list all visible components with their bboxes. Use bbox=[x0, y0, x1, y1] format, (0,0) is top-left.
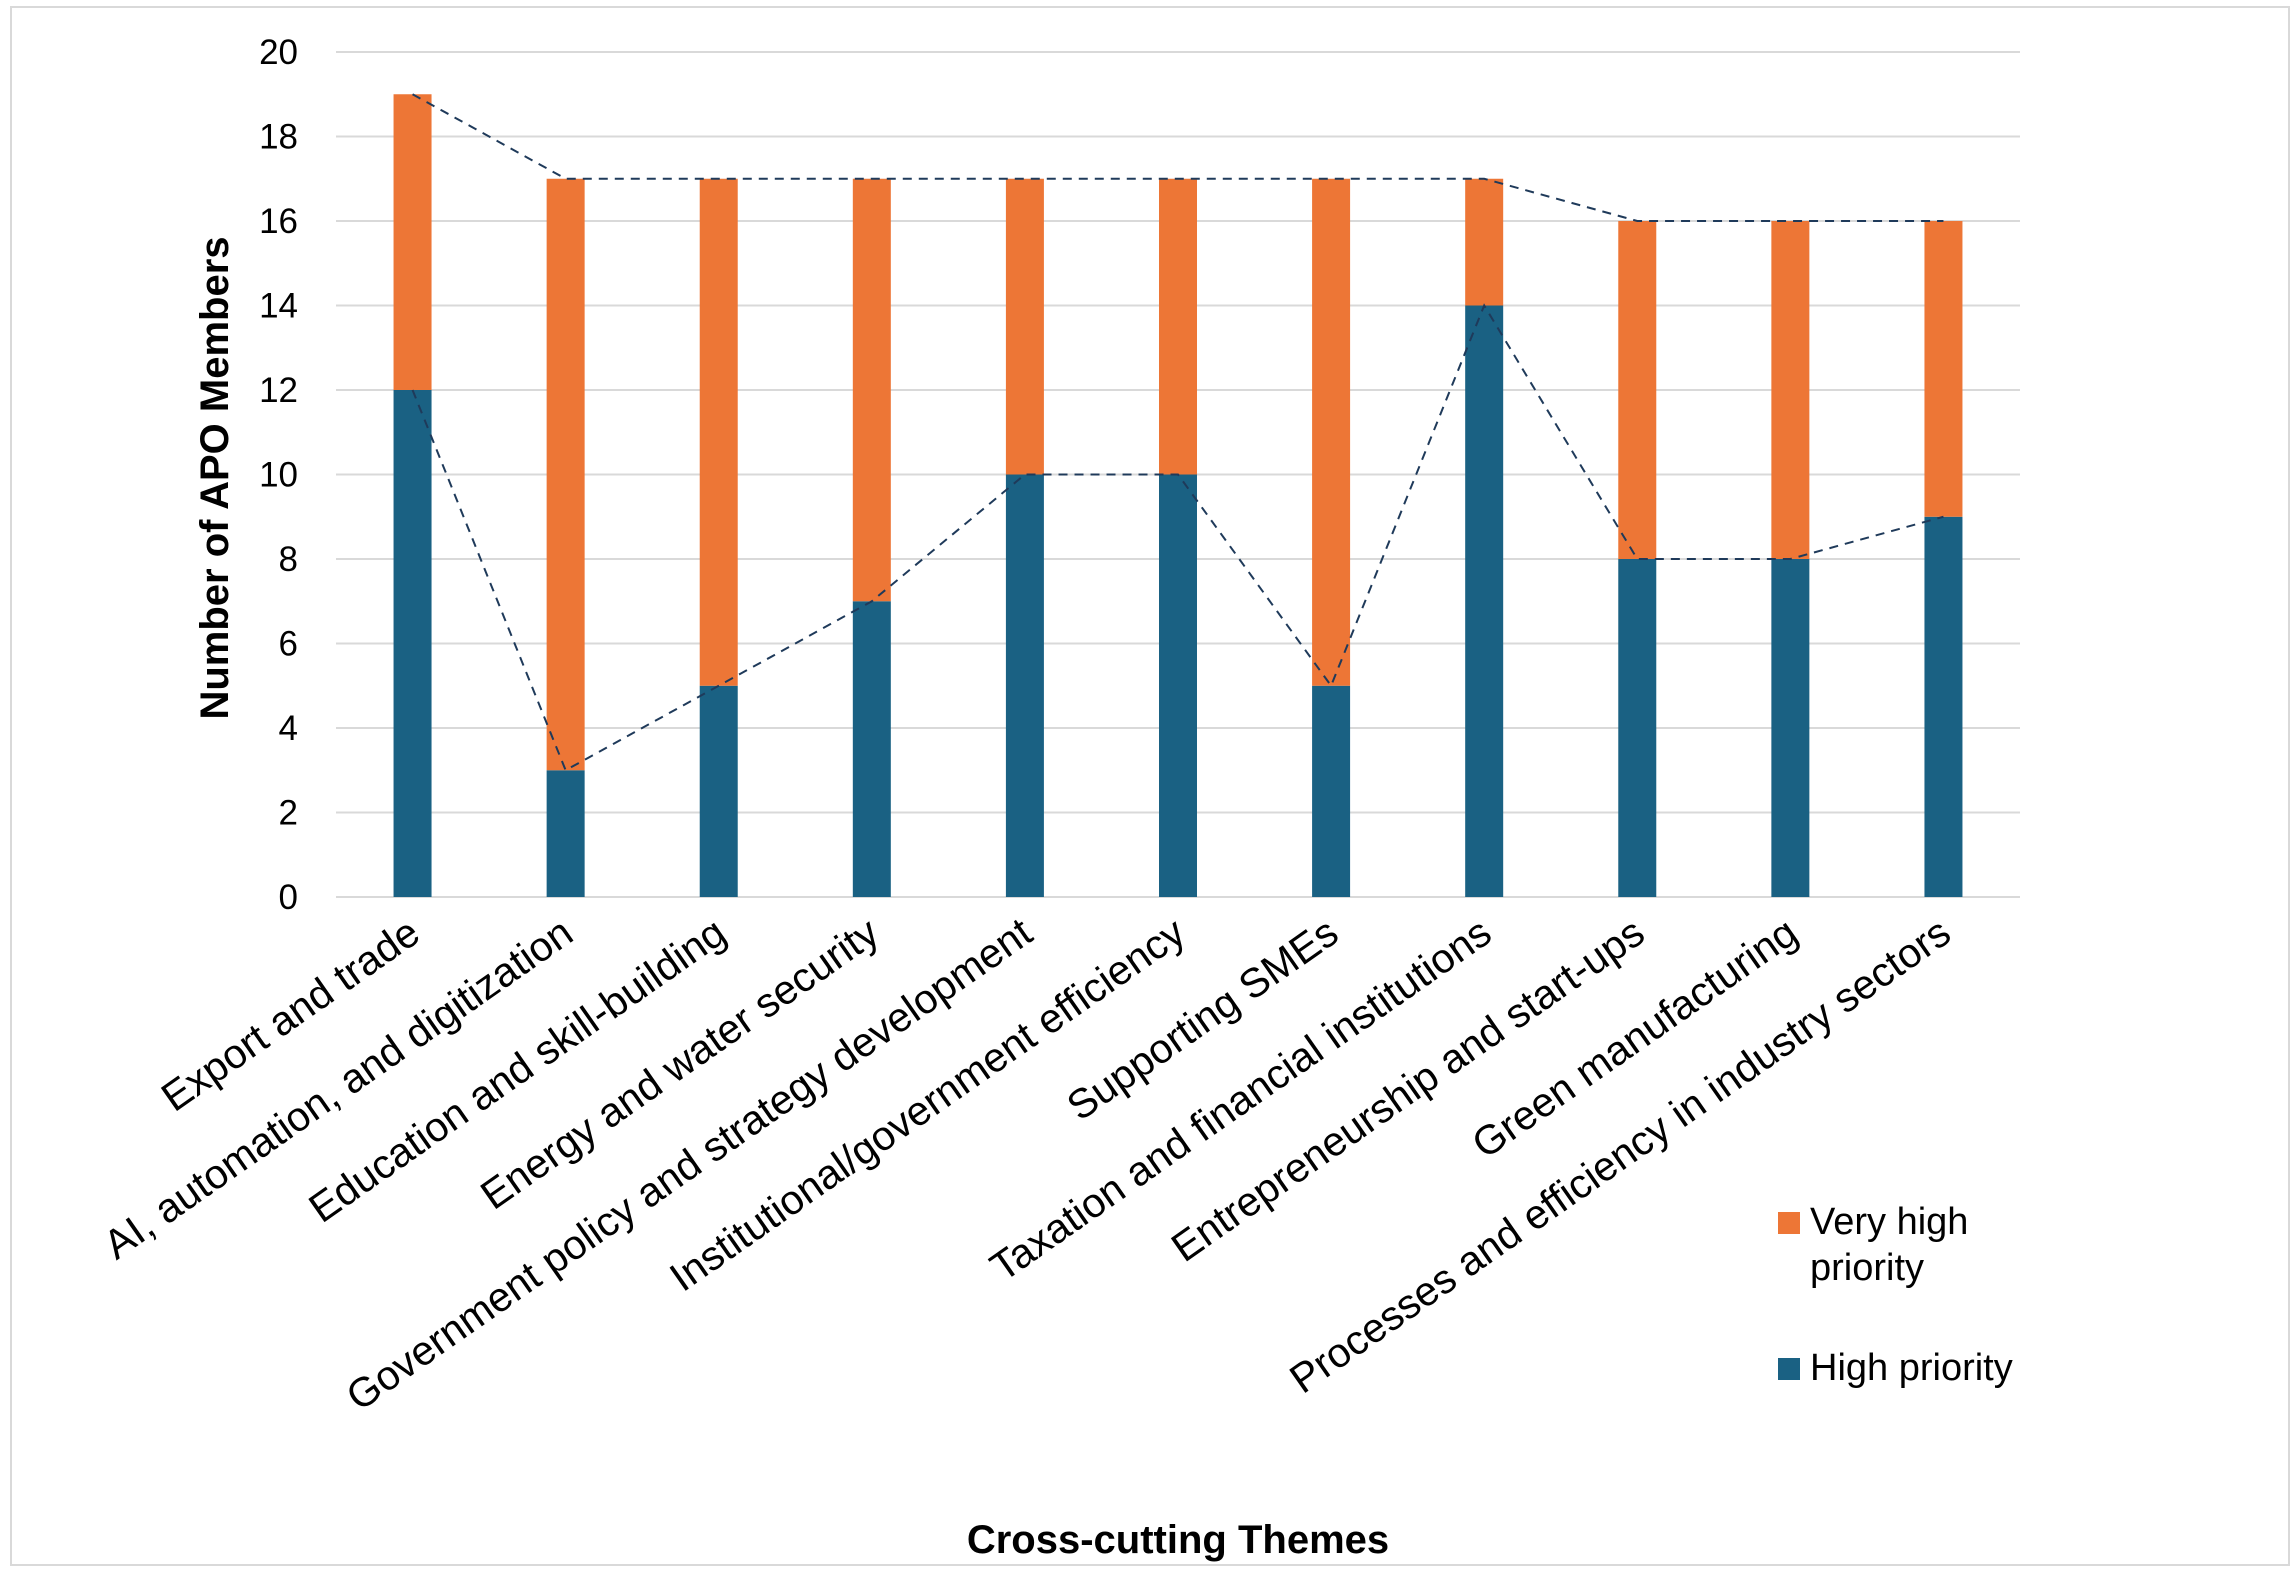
x-axis-title: Cross-cutting Themes bbox=[967, 1518, 1389, 1562]
y-axis-ticks: 0 2 4 6 8 10 12 14 16 18 20 bbox=[259, 33, 298, 917]
bar-very-high-priority bbox=[1618, 221, 1657, 559]
bar-very-high-priority bbox=[1159, 178, 1197, 475]
bar-high-priority bbox=[546, 770, 585, 897]
chart-frame bbox=[10, 6, 2290, 1566]
legend: Very high priority High priority bbox=[1778, 1201, 2013, 1389]
bar-very-high-priority bbox=[546, 178, 585, 771]
bar-very-high-priority bbox=[1465, 178, 1504, 306]
bars bbox=[393, 94, 1963, 897]
legend-swatch-high-priority bbox=[1778, 1358, 1800, 1380]
y-tick-label: 18 bbox=[259, 118, 298, 157]
y-axis-title: Number of APO Members bbox=[193, 236, 237, 719]
bar-very-high-priority bbox=[1005, 178, 1044, 475]
trend-line-high-priority bbox=[411, 303, 1944, 772]
y-tick-label: 2 bbox=[279, 794, 298, 833]
y-tick-label: 0 bbox=[279, 878, 298, 917]
y-tick-label: 10 bbox=[259, 456, 298, 495]
bar-high-priority bbox=[1924, 516, 1963, 897]
x-category-label: Government policy and strategy developme… bbox=[338, 908, 1041, 1419]
bar-very-high-priority bbox=[852, 178, 891, 602]
y-tick-label: 12 bbox=[259, 371, 298, 410]
bar-high-priority bbox=[699, 685, 738, 897]
bar-very-high-priority bbox=[699, 178, 738, 686]
bar-high-priority bbox=[852, 601, 891, 897]
bar-very-high-priority bbox=[1312, 178, 1351, 686]
bar-high-priority bbox=[1159, 474, 1197, 897]
y-tick-label: 14 bbox=[259, 287, 298, 326]
bar-very-high-priority bbox=[1924, 221, 1963, 517]
x-category-label: Export and trade bbox=[153, 909, 428, 1121]
bar-high-priority bbox=[1771, 559, 1810, 897]
legend-swatch-very-high-priority bbox=[1778, 1212, 1800, 1234]
x-category-label: Supporting SMEs bbox=[1059, 909, 1347, 1130]
y-tick-label: 16 bbox=[259, 202, 298, 241]
y-tick-label: 6 bbox=[279, 625, 298, 664]
bar-very-high-priority bbox=[1771, 221, 1810, 559]
legend-label-high-priority: High priority bbox=[1810, 1347, 2013, 1389]
legend-label-very-high-priority: Very high priority bbox=[1810, 1201, 1968, 1289]
y-tick-label: 4 bbox=[279, 709, 298, 748]
trend-line-total bbox=[412, 93, 1944, 222]
y-tick-label: 8 bbox=[279, 540, 298, 579]
trend-lines bbox=[411, 93, 1944, 772]
bar-high-priority bbox=[393, 390, 432, 897]
bar-high-priority bbox=[1465, 305, 1504, 897]
bar-high-priority bbox=[1005, 474, 1044, 897]
y-tick-label: 20 bbox=[259, 33, 298, 72]
bar-high-priority bbox=[1312, 685, 1351, 897]
bar-high-priority bbox=[1618, 559, 1657, 897]
bar-very-high-priority bbox=[393, 94, 432, 390]
